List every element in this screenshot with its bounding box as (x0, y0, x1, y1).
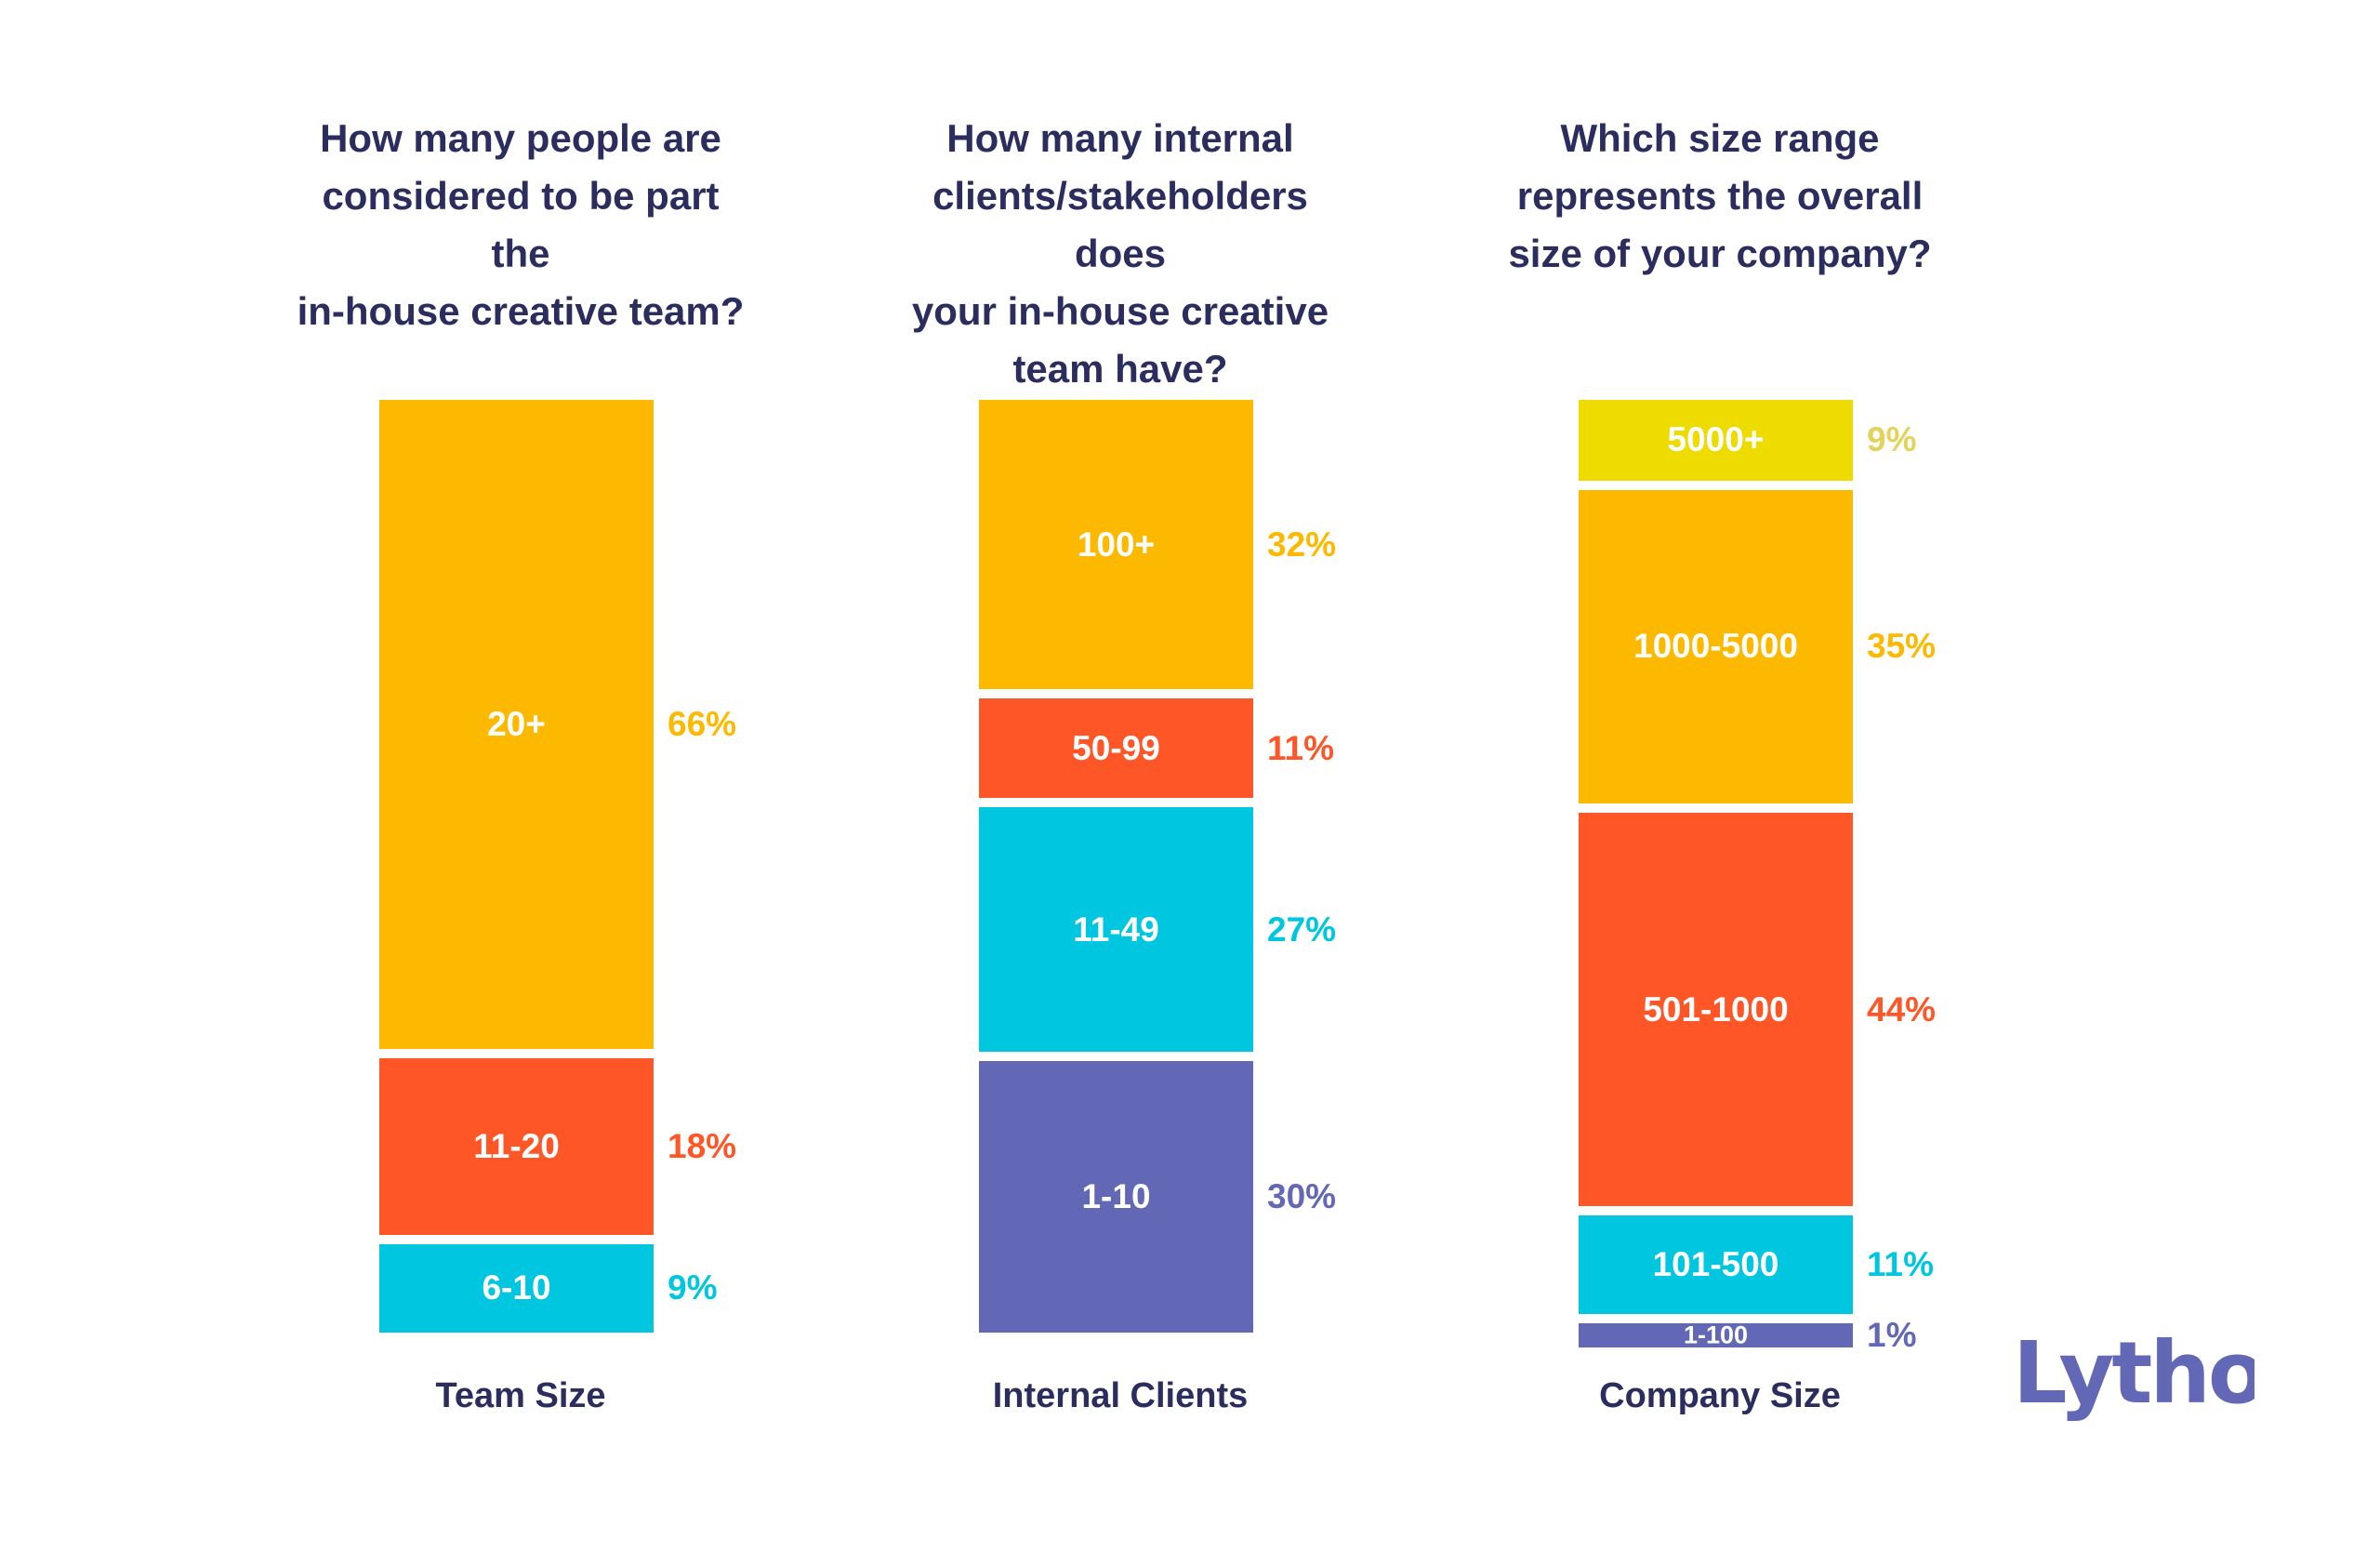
bar-segment (379, 400, 654, 1049)
question-line: clients/stakeholders does (932, 174, 1308, 275)
segment-percent: 9% (668, 1268, 718, 1307)
bar-segment (379, 1243, 654, 1333)
bar-segment (979, 698, 1253, 799)
segment-label: 100+ (1077, 524, 1156, 564)
chart-question: How many internal clients/stakeholders d… (892, 110, 1348, 398)
segment-percent: 35% (1867, 627, 1937, 666)
segment-label: 20+ (487, 704, 546, 743)
question-line: represents the overall (1516, 174, 1924, 218)
segment-label: 101-500 (1652, 1245, 1779, 1284)
question-line: How many internal (946, 116, 1294, 160)
bar-segment (1579, 812, 1853, 1207)
segment-label: 6-10 (482, 1268, 551, 1307)
question-line: Which size range (1560, 116, 1880, 160)
segment-percent: 9% (1867, 420, 1917, 459)
question-line: size of your company? (1508, 232, 1932, 275)
segment-percent: 27% (1267, 909, 1337, 949)
stacked-bar: 100+ 32% 50-99 11% 11-49 27% 1-10 30% (892, 0, 1348, 1566)
segment-percent: 44% (1867, 989, 1937, 1029)
bar-segment (1579, 400, 1853, 481)
segment-label: 1000-5000 (1633, 627, 1798, 666)
bar-segment (979, 400, 1253, 690)
segment-label: 11-20 (473, 1126, 560, 1165)
bar-segment (379, 1057, 654, 1235)
segment-percent: 30% (1267, 1177, 1337, 1216)
question-line: How many people are (320, 116, 721, 160)
segment-percent: 11% (1267, 728, 1335, 767)
lytho-logo: Lytho (2013, 1323, 2254, 1423)
bar-segment (979, 1061, 1253, 1333)
question-line: considered to be part the (322, 174, 720, 275)
logo-text: Lytho (2013, 1323, 2254, 1423)
segment-percent: 32% (1267, 524, 1337, 564)
question-line: in-house creative team? (297, 289, 745, 333)
stacked-bar: 20+ 66% 11-20 18% 6-10 9% (293, 0, 748, 1566)
segment-percent: 66% (668, 704, 737, 743)
bar-segment (979, 807, 1253, 1053)
segment-label: 1-10 (1081, 1177, 1151, 1216)
x-axis-label: Company Size (1599, 1376, 1841, 1415)
bar-segment (1579, 1215, 1853, 1315)
bar-segment (1579, 1323, 1853, 1348)
segment-percent: 18% (668, 1126, 737, 1165)
segment-label: 501-1000 (1643, 989, 1789, 1029)
question-line: team have? (1012, 347, 1228, 391)
internal-clients-chart: How many internal clients/stakeholders d… (892, 0, 1348, 1566)
segment-percent: 1% (1867, 1316, 1917, 1355)
team-size-chart: How many people are considered to be par… (293, 0, 748, 1566)
question-line: your in-house creative (911, 289, 1329, 333)
chart-question: Which size range represents the overall … (1492, 110, 1948, 283)
segment-label: 1-100 (1683, 1320, 1749, 1349)
x-axis-label: Internal Clients (992, 1376, 1249, 1415)
company-size-chart: Which size range represents the overall … (1492, 0, 1948, 1566)
segment-label: 11-49 (1073, 909, 1159, 949)
x-axis-label: Team Size (435, 1376, 606, 1415)
segment-percent: 11% (1867, 1245, 1935, 1284)
stacked-bar: 5000+ 9% 1000-5000 35% 501-1000 44% 101-500 11%… (1492, 0, 1948, 1566)
segment-label: 50-99 (1072, 728, 1160, 767)
chart-question: How many people are considered to be par… (293, 110, 748, 340)
segment-label: 5000+ (1667, 420, 1765, 459)
bar-segment (1579, 489, 1853, 803)
